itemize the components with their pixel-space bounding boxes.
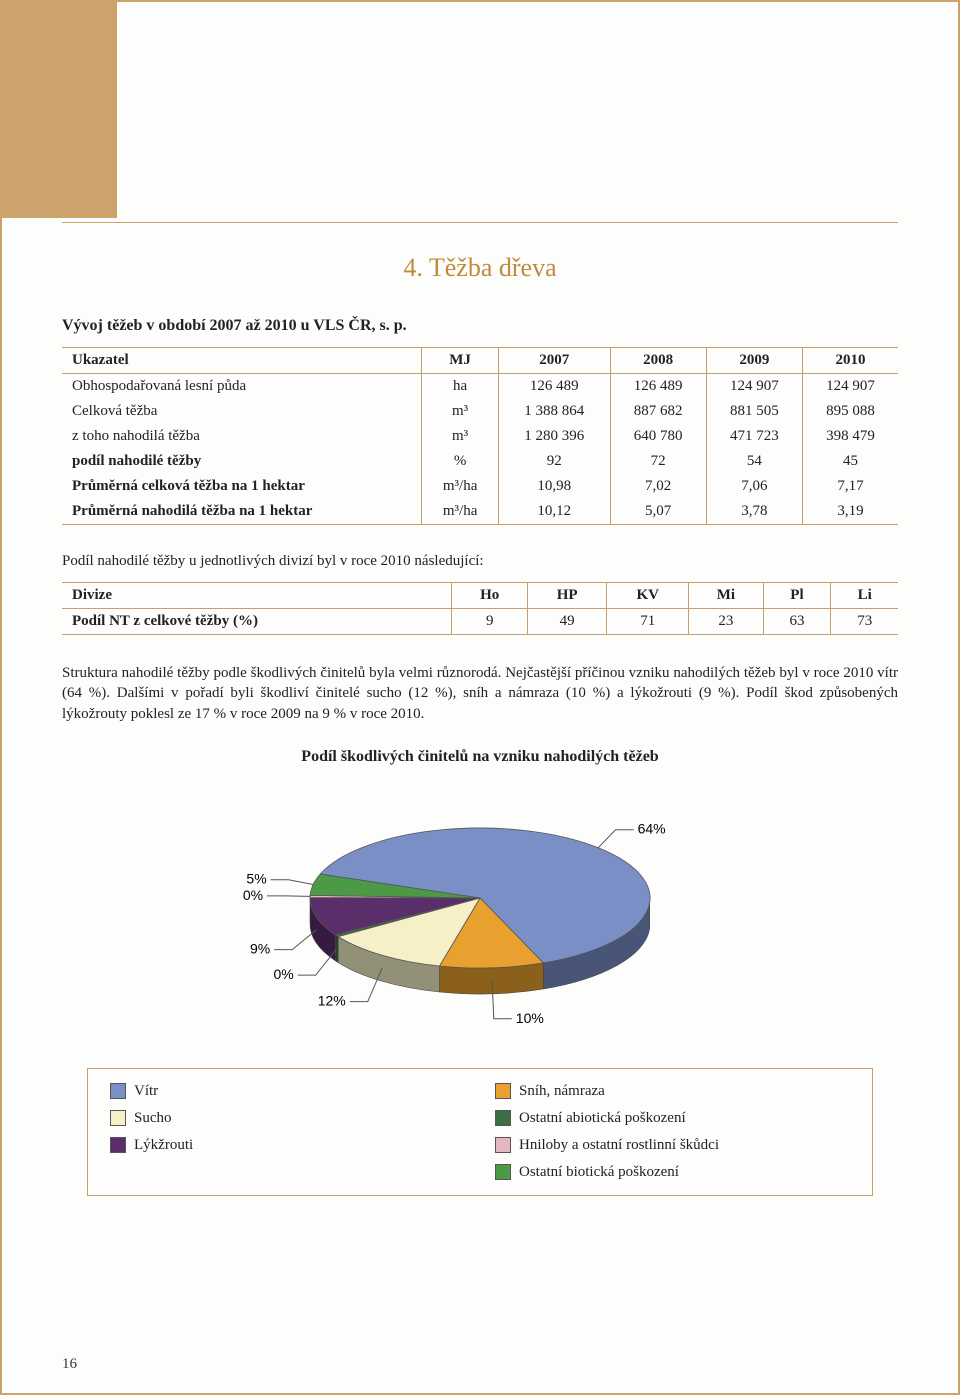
table-header: Li [831,583,898,609]
table-cell: Průměrná celková těžba na 1 hektar [62,474,422,499]
legend-label: Vítr [134,1083,158,1100]
table-cell: % [422,449,499,474]
table-cell: 7,17 [802,474,898,499]
table-cell: 124 907 [706,374,802,400]
pie-label: 0% [243,887,263,903]
table-header: 2010 [802,348,898,374]
pie-label: 64% [638,820,666,836]
table-cell: 10,98 [498,474,610,499]
legend-swatch [495,1110,511,1126]
section-title: 4. Těžba dřeva [62,253,898,283]
decorative-stripe [2,2,117,218]
body-paragraph: Struktura nahodilé těžby podle škodlivýc… [62,663,898,724]
table-header: Divize [62,583,452,609]
table-cell: 126 489 [498,374,610,400]
table-cell: 887 682 [610,399,706,424]
legend-swatch [495,1164,511,1180]
table-cell: 72 [610,449,706,474]
table-cell: 398 479 [802,424,898,449]
table-cell: 71 [607,609,689,635]
table-cell: 126 489 [610,374,706,400]
table-cell: m³ [422,424,499,449]
table-cell: Průměrná nahodilá těžba na 1 hektar [62,499,422,525]
page-number: 16 [62,1356,77,1373]
legend-item: Ostatní abiotická poškození [495,1110,850,1127]
table-cell: 3,19 [802,499,898,525]
legend-item: Hniloby a ostatní rostlinní škůdci [495,1137,850,1154]
legend-swatch [110,1110,126,1126]
table-cell: 54 [706,449,802,474]
divider [62,222,898,223]
table-cell: 1 388 864 [498,399,610,424]
legend-label: Hniloby a ostatní rostlinní škůdci [519,1137,719,1154]
table-cell: 63 [763,609,831,635]
legend-item: Sucho [110,1110,465,1127]
legend-swatch [110,1083,126,1099]
pie-chart-3d: 64%10%12%0%9%0%5% [200,778,760,1048]
pie-label: 5% [246,870,266,886]
table-cell: 5,07 [610,499,706,525]
pie-label: 12% [318,992,346,1008]
table-cell: 640 780 [610,424,706,449]
table-cell: 1 280 396 [498,424,610,449]
table-cell: Celková těžba [62,399,422,424]
table-cell: m³/ha [422,499,499,525]
table-cell: m³ [422,399,499,424]
intertext: Podíl nahodilé těžby u jednotlivých divi… [62,553,898,570]
table-cell: 9 [452,609,528,635]
table-header: 2007 [498,348,610,374]
table-cell: 881 505 [706,399,802,424]
legend-label: Sucho [134,1110,172,1127]
pie-label: 9% [250,940,270,956]
legend-label: Lýkžrouti [134,1137,193,1154]
table-podil-nt: DivizeHoHPKVMiPlLi Podíl NT z celkové těž… [62,582,898,635]
table-cell: Podíl NT z celkové těžby (%) [62,609,452,635]
table-cell: 124 907 [802,374,898,400]
table-cell: 49 [528,609,607,635]
chart-legend: Vítr Sníh, námraza Sucho Ostatní abiotická … [87,1068,873,1196]
legend-label: Ostatní abiotická poškození [519,1110,686,1127]
table-header: Pl [763,583,831,609]
table-header: KV [607,583,689,609]
table-header: 2009 [706,348,802,374]
legend-swatch [110,1137,126,1153]
table-cell: 7,02 [610,474,706,499]
table-cell: ha [422,374,499,400]
table-header: HP [528,583,607,609]
pie-label: 0% [273,966,293,982]
legend-label: Sníh, námraza [519,1083,605,1100]
table-cell: 3,78 [706,499,802,525]
table-cell: 471 723 [706,424,802,449]
table-cell: 895 088 [802,399,898,424]
table-header: Mi [689,583,763,609]
table-cell: podíl nahodilé těžby [62,449,422,474]
table-cell: 10,12 [498,499,610,525]
table-header: Ho [452,583,528,609]
table-header: 2008 [610,348,706,374]
table-cell: 7,06 [706,474,802,499]
legend-swatch [495,1083,511,1099]
table-cell: Obhospodařovaná lesní půda [62,374,422,400]
table-cell: z toho nahodilá těžba [62,424,422,449]
legend-label: Ostatní biotická poškození [519,1164,679,1181]
legend-swatch [495,1137,511,1153]
table-header: MJ [422,348,499,374]
table-tezba-vyvoj: UkazatelMJ2007200820092010 Obhospodařovan… [62,347,898,525]
chart-container: 64%10%12%0%9%0%5% VítrSníh, námrazaSucho… [62,778,898,1196]
table-header: Ukazatel [62,348,422,374]
table-cell: 73 [831,609,898,635]
legend-item: Ostatní biotická poškození [495,1164,850,1181]
table-cell: 92 [498,449,610,474]
table-cell: 23 [689,609,763,635]
table-cell: 45 [802,449,898,474]
legend-item: Vítr [110,1083,465,1100]
table-cell: m³/ha [422,474,499,499]
chart-title: Podíl škodlivých činitelů na vzniku naho… [62,748,898,766]
legend-item: Lýkžrouti [110,1137,465,1154]
intro-subtitle: Vývoj těžeb v období 2007 až 2010 u VLS … [62,317,898,335]
pie-label: 10% [516,1010,544,1026]
legend-item: Sníh, námraza [495,1083,850,1100]
